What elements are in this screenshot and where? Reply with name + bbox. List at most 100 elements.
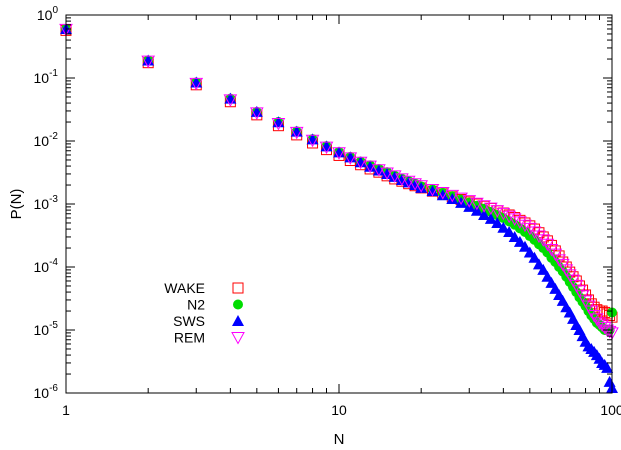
y-tick-label: 10-5	[34, 320, 59, 338]
legend-label: SWS	[173, 313, 205, 329]
y-tick-label: 10-4	[34, 257, 59, 275]
legend-marker	[231, 332, 245, 345]
data-point	[414, 180, 429, 193]
data-point	[332, 147, 346, 160]
data-point	[513, 216, 527, 229]
data-point	[333, 146, 345, 158]
y-tick-label: 10-6	[34, 383, 59, 401]
data-point	[518, 240, 531, 252]
legend-item-sws: SWS	[173, 313, 244, 329]
data-point	[426, 185, 439, 197]
series-sws	[60, 22, 618, 394]
data-point	[527, 226, 542, 239]
data-point	[601, 361, 614, 373]
data-point	[354, 156, 367, 168]
data-point	[502, 210, 516, 224]
data-point	[454, 192, 468, 206]
data-point	[491, 216, 504, 228]
data-point	[507, 213, 522, 226]
data-point	[425, 183, 440, 197]
data-point	[435, 187, 450, 200]
legend-item-n2: N2	[187, 297, 243, 313]
data-point	[402, 176, 415, 188]
series-rem	[59, 23, 619, 340]
data-point	[289, 126, 304, 140]
plot-frame	[65, 14, 613, 394]
data-point	[249, 107, 264, 120]
y-axis-label: P(N)	[8, 189, 25, 220]
legend-label: WAKE	[164, 280, 205, 296]
data-point	[508, 230, 521, 242]
data-point	[603, 375, 616, 387]
data-point	[319, 141, 334, 155]
data-point	[559, 264, 574, 277]
data-point	[223, 94, 238, 107]
data-points-layer	[59, 22, 619, 394]
data-point	[470, 204, 483, 216]
data-point	[513, 235, 526, 247]
data-point	[497, 221, 510, 233]
data-point	[544, 243, 559, 257]
data-point	[503, 225, 516, 237]
data-point	[484, 212, 497, 224]
x-tick-label: 10	[331, 402, 347, 418]
data-point	[320, 140, 333, 152]
data-point	[436, 189, 449, 201]
data-point	[536, 234, 551, 247]
data-point	[446, 193, 459, 205]
data-point	[518, 219, 532, 233]
x-tick-label: 1	[62, 402, 70, 418]
data-point	[363, 160, 377, 174]
legend-marker	[232, 315, 244, 326]
data-point	[523, 246, 536, 258]
data-point	[409, 179, 422, 191]
data-point	[343, 152, 358, 165]
data-point	[305, 134, 320, 148]
legend-marker	[233, 299, 243, 310]
y-tick-label: 10-1	[34, 68, 59, 86]
data-point	[388, 170, 401, 182]
legend-label: N2	[187, 297, 205, 313]
data-point	[189, 77, 204, 91]
data-point	[445, 189, 460, 203]
data-point	[484, 202, 498, 216]
data-point	[595, 319, 609, 333]
data-point	[344, 151, 357, 163]
y-tick-label: 10-2	[34, 131, 59, 149]
data-point	[478, 208, 491, 220]
data-point	[401, 175, 416, 189]
data-point	[395, 174, 408, 186]
x-tick-label: 100	[600, 402, 621, 418]
data-point	[415, 181, 428, 193]
legend-item-wake: WAKE	[164, 280, 244, 296]
data-point	[271, 117, 286, 131]
x-axis-label: N	[334, 431, 345, 448]
data-point	[592, 317, 607, 330]
data-point	[353, 156, 368, 170]
data-point	[522, 222, 537, 236]
data-point	[528, 251, 541, 263]
data-point	[455, 196, 468, 208]
data-point	[381, 167, 394, 179]
data-point	[587, 309, 601, 323]
y-tick-label: 10-3	[34, 194, 59, 212]
axis-ticks-layer: 1 10 100 10-6 10-5 10-4 10-3 10-2 10-1 100	[34, 5, 621, 418]
data-point	[408, 178, 422, 191]
legend-item-rem: REM	[174, 330, 245, 346]
data-point	[552, 254, 566, 267]
series-n2	[61, 23, 617, 335]
data-point	[537, 263, 550, 275]
data-point	[602, 325, 617, 339]
data-point	[141, 55, 156, 69]
series-wake	[60, 24, 618, 323]
legend-marker	[232, 282, 244, 294]
data-point	[496, 207, 511, 221]
legend-label: REM	[174, 330, 205, 346]
data-point	[490, 205, 505, 218]
y-tick-label: 100	[37, 5, 59, 23]
data-point	[364, 160, 377, 172]
data-point	[372, 164, 385, 176]
